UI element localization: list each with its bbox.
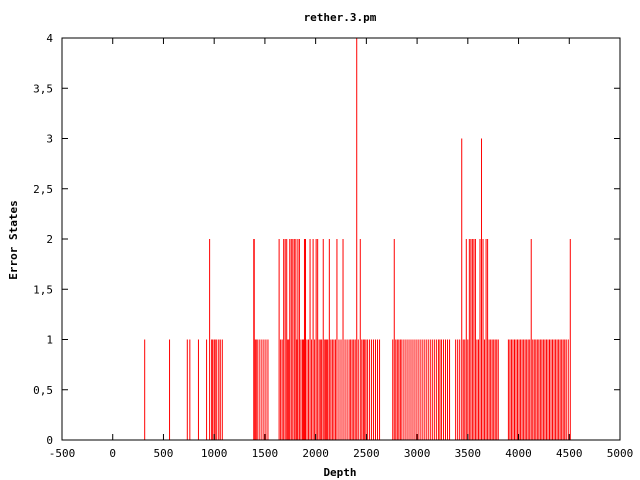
y-tick-label: 3	[46, 133, 53, 146]
y-tick-label: 0	[46, 434, 53, 447]
y-tick-label: 2	[46, 233, 53, 246]
x-tick-label: 1000	[201, 447, 228, 460]
y-axis-label: Error States	[7, 200, 20, 279]
x-tick-label: 3000	[404, 447, 431, 460]
x-tick-label: 2000	[302, 447, 329, 460]
x-tick-label: 5000	[607, 447, 634, 460]
x-tick-label: 2500	[353, 447, 380, 460]
x-tick-label: 1500	[252, 447, 279, 460]
y-tick-label: 2,5	[33, 183, 53, 196]
y-tick-label: 1	[46, 334, 53, 347]
y-tick-label: 4	[46, 32, 53, 45]
x-axis-label: Depth	[323, 466, 356, 479]
x-tick-label: 500	[154, 447, 174, 460]
y-tick-label: 1,5	[33, 283, 53, 296]
y-tick-label: 3,5	[33, 82, 53, 95]
chart-title: rether.3.pm	[304, 11, 377, 24]
x-tick-label: 3500	[455, 447, 482, 460]
x-tick-label: 4000	[505, 447, 532, 460]
x-tick-label: 4500	[556, 447, 583, 460]
x-tick-label: -500	[49, 447, 76, 460]
bar-series	[144, 38, 571, 440]
x-axis: -500 0 500 1000 1500 2000 2500 3000 3500 4000 4500…	[49, 38, 634, 460]
x-tick-label: 0	[109, 447, 116, 460]
y-tick-label: 0,5	[33, 384, 53, 397]
y-axis: 0 0,5 1 1,5 2 2,5 3 3,5 4	[33, 32, 620, 447]
